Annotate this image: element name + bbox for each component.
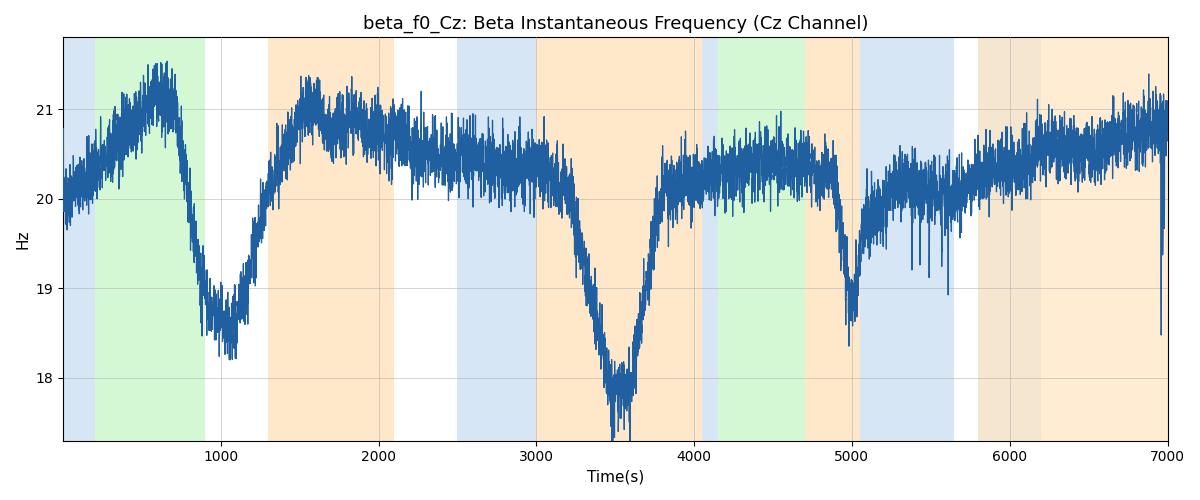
Bar	[978, 38, 1042, 440]
Bar	[268, 38, 395, 440]
Bar	[978, 38, 1168, 440]
X-axis label: Time(s): Time(s)	[587, 470, 644, 485]
Bar	[860, 38, 954, 440]
Bar	[536, 38, 702, 440]
Y-axis label: Hz: Hz	[16, 230, 30, 249]
Bar	[95, 38, 205, 440]
Bar	[718, 38, 805, 440]
Bar	[702, 38, 718, 440]
Bar	[64, 38, 95, 440]
Bar	[457, 38, 536, 440]
Title: beta_f0_Cz: Beta Instantaneous Frequency (Cz Channel): beta_f0_Cz: Beta Instantaneous Frequency…	[362, 15, 868, 34]
Bar	[805, 38, 860, 440]
